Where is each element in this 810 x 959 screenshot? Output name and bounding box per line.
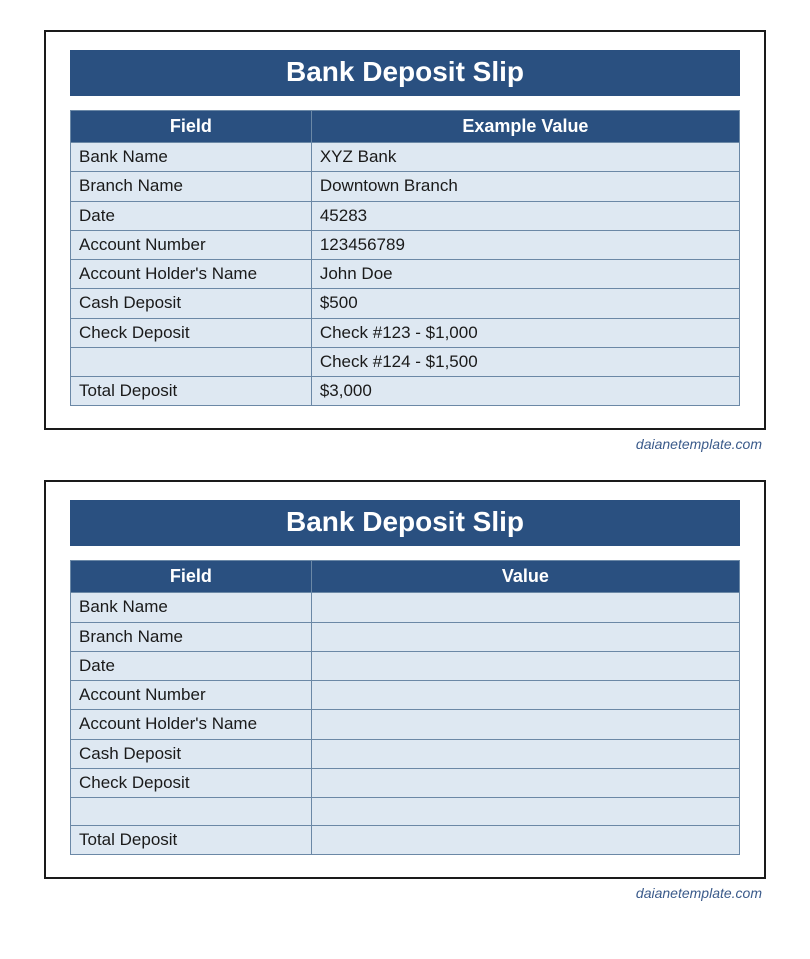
table-row: Total Deposit (71, 826, 740, 855)
cell-field (71, 347, 312, 376)
cell-value: Check #124 - $1,500 (311, 347, 739, 376)
table-row: Bank Name (71, 593, 740, 622)
table-row: Account Number 123456789 (71, 230, 740, 259)
table-row: Account Number (71, 681, 740, 710)
cell-field: Date (71, 651, 312, 680)
slip-title: Bank Deposit Slip (70, 500, 740, 546)
table-row: Cash Deposit $500 (71, 289, 740, 318)
table-row: Bank Name XYZ Bank (71, 143, 740, 172)
cell-value: Check #123 - $1,000 (311, 318, 739, 347)
cell-field (71, 798, 312, 826)
cell-field: Account Number (71, 230, 312, 259)
cell-field: Account Holder's Name (71, 260, 312, 289)
attribution-text: daianetemplate.com (44, 885, 762, 901)
column-header-value: Example Value (311, 111, 739, 143)
cell-value (311, 651, 739, 680)
table-row (71, 798, 740, 826)
cell-value (311, 710, 739, 739)
cell-field: Total Deposit (71, 377, 312, 406)
cell-field: Total Deposit (71, 826, 312, 855)
cell-field: Branch Name (71, 622, 312, 651)
cell-field: Account Number (71, 681, 312, 710)
cell-value (311, 681, 739, 710)
table-row: Account Holder's Name (71, 710, 740, 739)
cell-value: John Doe (311, 260, 739, 289)
column-header-field: Field (71, 111, 312, 143)
column-header-field: Field (71, 561, 312, 593)
cell-field: Bank Name (71, 593, 312, 622)
cell-value: XYZ Bank (311, 143, 739, 172)
table-row: Cash Deposit (71, 739, 740, 768)
deposit-table-example: Field Example Value Bank Name XYZ Bank B… (70, 110, 740, 406)
table-row: Check Deposit (71, 768, 740, 797)
cell-value: 123456789 (311, 230, 739, 259)
cell-field: Date (71, 201, 312, 230)
table-row: Date 45283 (71, 201, 740, 230)
table-row: Check #124 - $1,500 (71, 347, 740, 376)
cell-field: Check Deposit (71, 318, 312, 347)
column-header-value: Value (311, 561, 739, 593)
cell-field: Cash Deposit (71, 739, 312, 768)
table-row: Check Deposit Check #123 - $1,000 (71, 318, 740, 347)
cell-field: Cash Deposit (71, 289, 312, 318)
cell-value: Downtown Branch (311, 172, 739, 201)
deposit-slip-example: Bank Deposit Slip Field Example Value Ba… (44, 30, 766, 430)
table-row: Date (71, 651, 740, 680)
table-row: Account Holder's Name John Doe (71, 260, 740, 289)
deposit-slip-blank: Bank Deposit Slip Field Value Bank Name … (44, 480, 766, 879)
cell-value (311, 622, 739, 651)
cell-value (311, 739, 739, 768)
cell-field: Bank Name (71, 143, 312, 172)
table-row: Branch Name (71, 622, 740, 651)
cell-value (311, 768, 739, 797)
table-row: Total Deposit $3,000 (71, 377, 740, 406)
slip-title: Bank Deposit Slip (70, 50, 740, 96)
cell-value: $500 (311, 289, 739, 318)
cell-value (311, 593, 739, 622)
cell-field: Account Holder's Name (71, 710, 312, 739)
cell-value (311, 798, 739, 826)
cell-field: Branch Name (71, 172, 312, 201)
cell-field: Check Deposit (71, 768, 312, 797)
cell-value (311, 826, 739, 855)
cell-value: $3,000 (311, 377, 739, 406)
table-row: Branch Name Downtown Branch (71, 172, 740, 201)
deposit-table-blank: Field Value Bank Name Branch Name Date A… (70, 560, 740, 855)
cell-value: 45283 (311, 201, 739, 230)
attribution-text: daianetemplate.com (44, 436, 762, 452)
